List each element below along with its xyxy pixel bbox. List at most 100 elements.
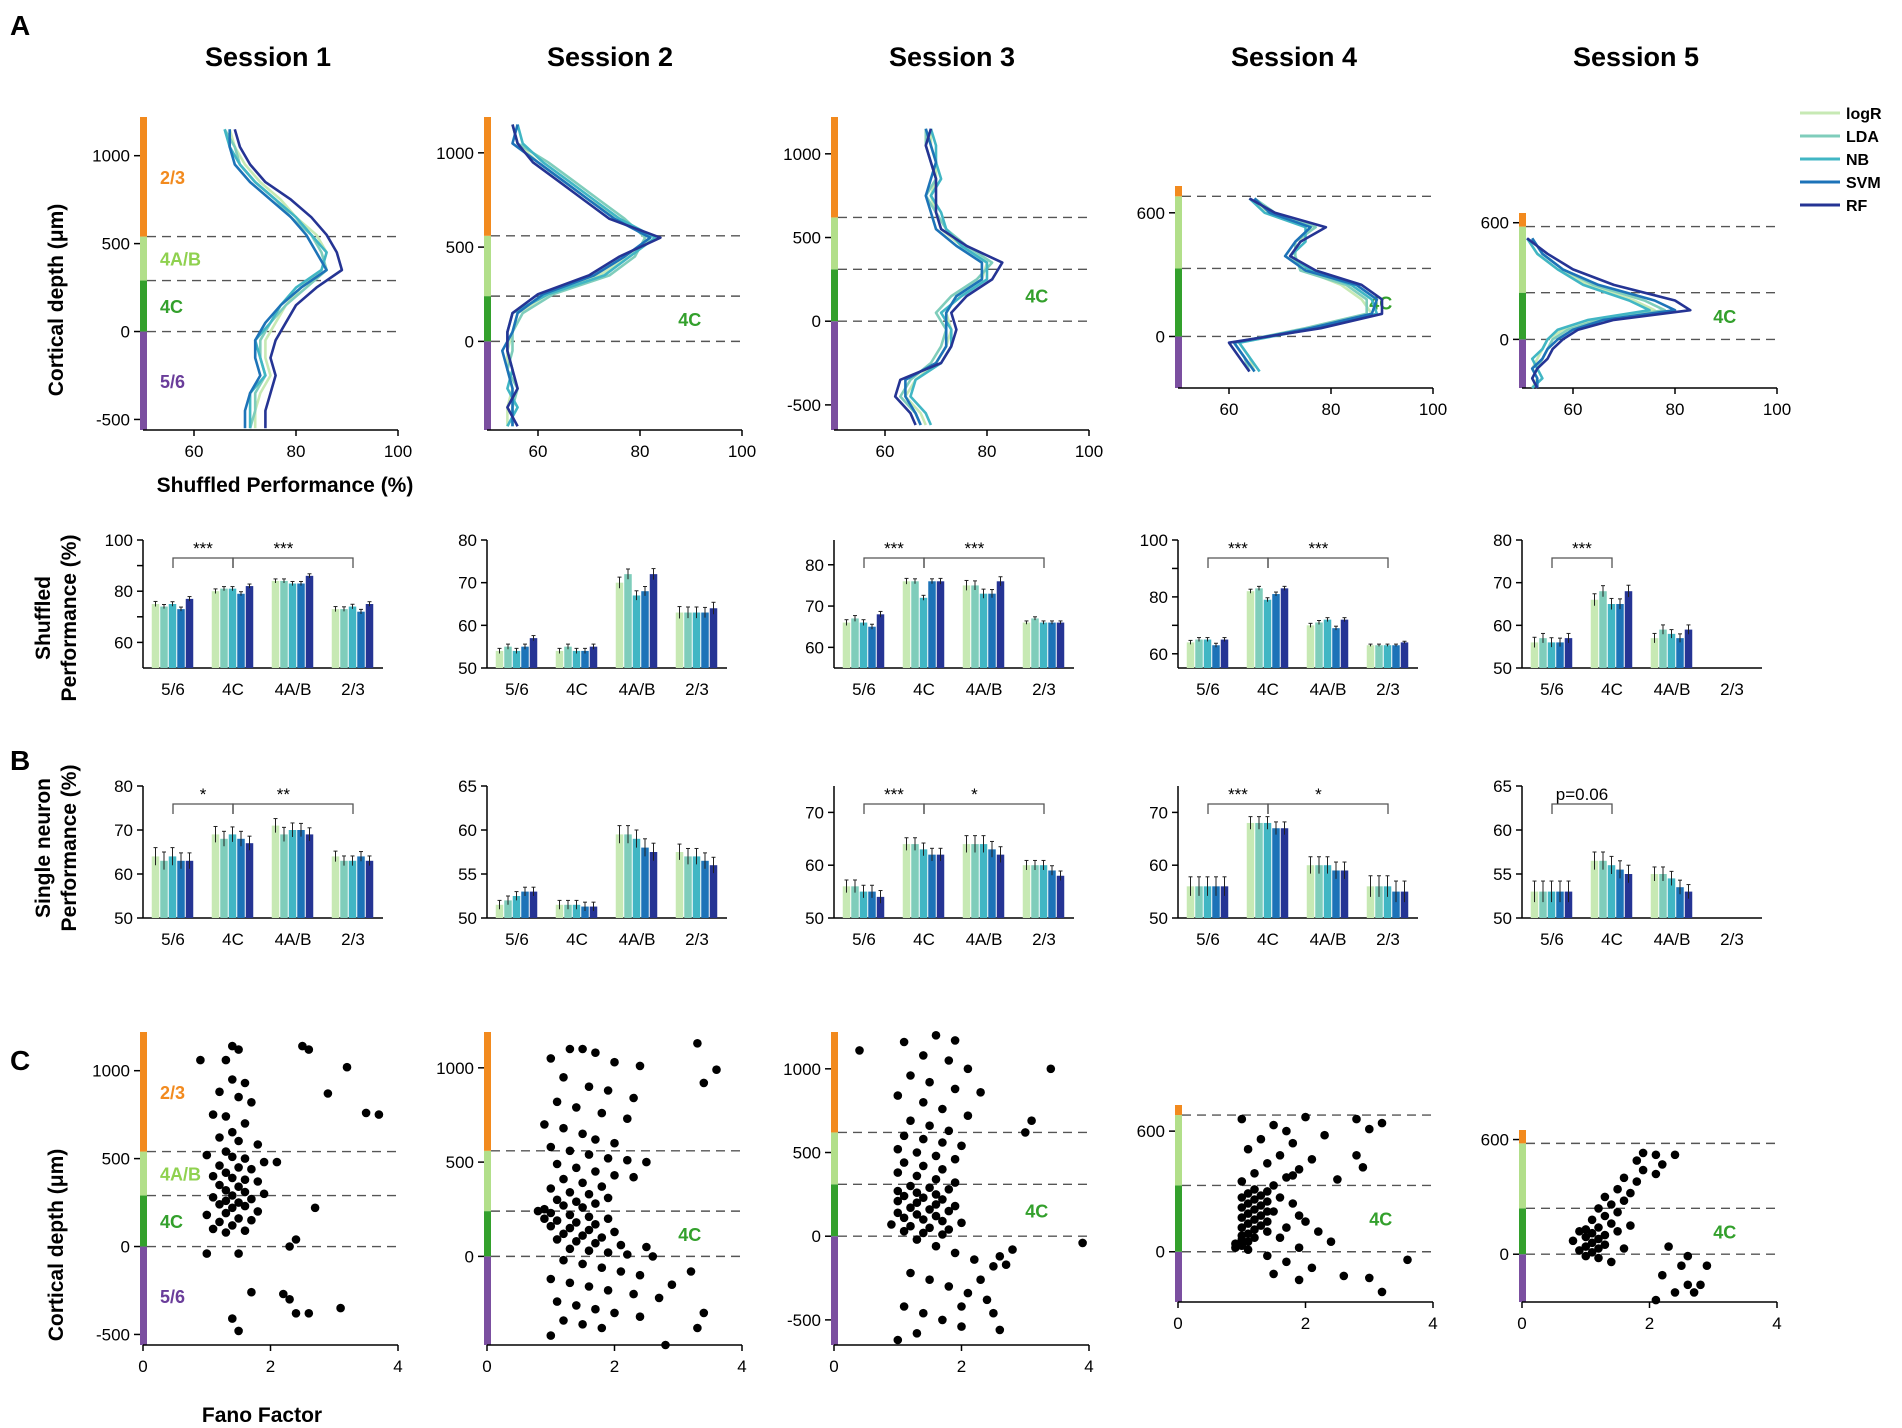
scatter-point xyxy=(240,1154,250,1163)
layer-label-4A-B: 4A/B xyxy=(160,250,201,270)
layer-bar-2-3 xyxy=(1175,186,1182,197)
bar-lda xyxy=(504,646,512,668)
panel-label-a: A xyxy=(10,10,30,41)
x-tick-label: 4 xyxy=(737,1357,746,1376)
scatter-point xyxy=(1594,1223,1603,1232)
scatter-point xyxy=(1256,1211,1266,1220)
sig-bracket xyxy=(1207,803,1269,814)
bar-nb xyxy=(288,830,297,918)
layer-bar-5-6 xyxy=(484,1256,491,1345)
scatter-point xyxy=(228,1314,237,1323)
bar-nb xyxy=(1203,639,1212,668)
bar-svm xyxy=(928,581,936,668)
y-tick-label: 1000 xyxy=(436,1059,474,1078)
bar-logr xyxy=(151,604,160,668)
scatter-point xyxy=(603,1214,613,1223)
bar-svm xyxy=(868,626,876,668)
y-tick-label: 50 xyxy=(1149,909,1168,928)
bar-nb xyxy=(1263,599,1272,668)
scatter-point xyxy=(240,1187,250,1197)
scatter-point xyxy=(1626,1221,1635,1230)
sig-bracket xyxy=(232,557,354,568)
bar-nb xyxy=(168,604,177,668)
scatter-point xyxy=(1670,1150,1680,1160)
scatter-point xyxy=(893,1335,903,1345)
series-line-nb xyxy=(506,124,657,427)
bar-lda xyxy=(1375,886,1383,918)
y-tick-label: -500 xyxy=(96,410,130,429)
scatter-point xyxy=(1263,1217,1272,1226)
series-line-svm xyxy=(1232,197,1379,373)
y-tick-label: -500 xyxy=(787,396,821,415)
x-tick-label: 4C xyxy=(1257,680,1279,699)
scatter-point xyxy=(995,1325,1005,1335)
depth-profile-session-3: -500 0 500 1000 60 80 100 4C xyxy=(783,117,1103,461)
scatter-point xyxy=(591,1199,600,1208)
shuffled-bars-session-4: 60 80 100 5/6 4C 4A/B 2/3 *** *** xyxy=(1140,531,1418,699)
scatter-point xyxy=(591,1220,600,1229)
fano-scatter-session-4: 0 600 0 2 4 4C xyxy=(1137,1105,1438,1333)
y-tick-label: 50 xyxy=(1493,659,1512,678)
panel-label-b: B xyxy=(10,745,30,776)
scatter-point xyxy=(1568,1236,1578,1246)
scatter-point xyxy=(591,1048,600,1057)
scatter-point xyxy=(240,1226,250,1235)
scatter-point xyxy=(1658,1160,1667,1169)
bar-rf xyxy=(1564,891,1573,918)
scatter-point xyxy=(623,1114,632,1123)
scatter-point xyxy=(906,1203,915,1212)
scatter-point xyxy=(202,1249,212,1258)
scatter-point xyxy=(963,1064,973,1074)
x-tick-label: 4C xyxy=(1601,930,1623,949)
scatter-point xyxy=(1301,1217,1310,1226)
scatter-point xyxy=(1288,1171,1298,1180)
scatter-point xyxy=(693,1323,702,1333)
y-tick-label: 0 xyxy=(812,1227,821,1246)
bar-nb xyxy=(1383,886,1392,918)
bar-nb xyxy=(572,904,581,918)
scatter-point xyxy=(546,1142,556,1152)
scatter-point xyxy=(240,1078,250,1088)
bar-svm xyxy=(1676,887,1684,918)
y-tick-label: 70 xyxy=(1149,803,1168,822)
scatter-point xyxy=(1288,1138,1298,1148)
scatter-point xyxy=(950,1201,960,1211)
bar-logr xyxy=(1246,822,1255,918)
scatter-point xyxy=(234,1249,243,1258)
bar-rf xyxy=(996,581,1005,668)
scatter-point xyxy=(323,1089,333,1098)
legend: logR LDA NB SVM RF xyxy=(1800,106,1882,215)
scatter-point xyxy=(950,1178,960,1187)
scatter-point xyxy=(1702,1261,1712,1270)
y-tick-label: 0 xyxy=(1500,1245,1509,1264)
y-axis-title-row1: Cortical depth (μm) xyxy=(45,204,68,397)
scatter-point xyxy=(919,1228,928,1238)
bar-rf xyxy=(1400,891,1409,918)
scatter-point xyxy=(342,1062,352,1072)
scatter-point xyxy=(247,1215,256,1225)
sig-bracket xyxy=(923,803,1045,814)
scatter-point xyxy=(208,1193,218,1202)
bar-nb xyxy=(1039,865,1048,918)
series-line-nb xyxy=(223,128,328,429)
bar-lda xyxy=(564,904,572,918)
scatter-point xyxy=(208,1171,218,1181)
scatter-point xyxy=(1677,1261,1686,1270)
bar-logr xyxy=(211,834,220,918)
scatter-point xyxy=(925,1183,934,1192)
y-tick-label: 60 xyxy=(1149,856,1168,875)
scatter-point xyxy=(1594,1234,1603,1244)
scatter-point xyxy=(642,1242,651,1252)
scatter-point xyxy=(1294,1165,1304,1174)
bar-rf xyxy=(589,906,598,918)
y-tick-label: 70 xyxy=(805,597,824,616)
scatter-point xyxy=(578,1231,587,1240)
bar-nb xyxy=(1667,633,1676,668)
layer-label-4C: 4C xyxy=(160,297,183,317)
bar-svm xyxy=(521,891,529,918)
sig-label: *** xyxy=(1308,539,1328,558)
session-title-5: Session 5 xyxy=(1573,42,1699,72)
x-tick-label: 4A/B xyxy=(619,680,656,699)
scatter-point xyxy=(208,1110,218,1119)
bar-svm xyxy=(297,830,305,918)
